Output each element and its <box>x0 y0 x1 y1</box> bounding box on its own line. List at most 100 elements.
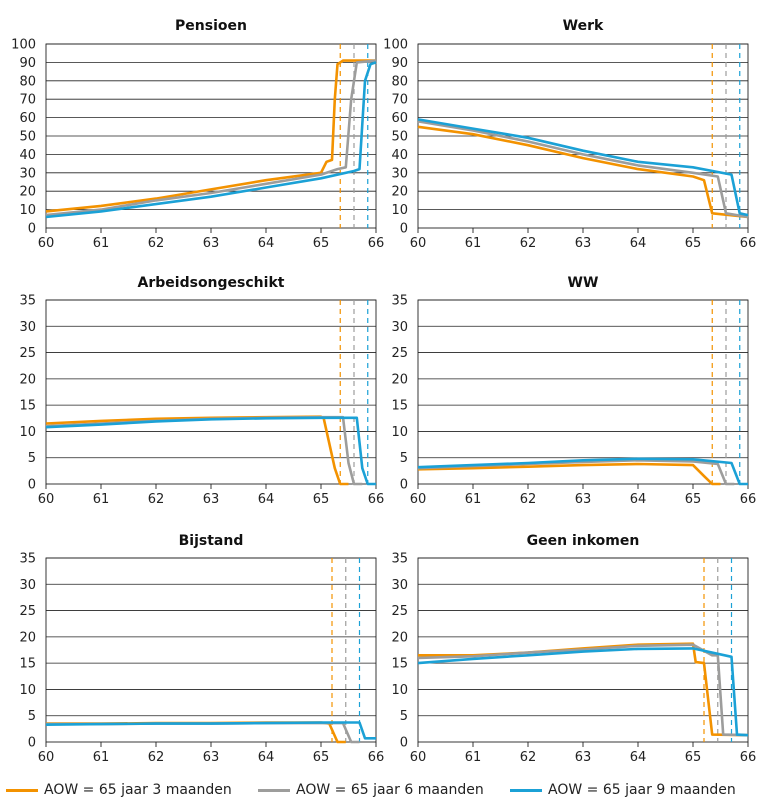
y-tick-pensioen-70: 70 <box>19 93 36 108</box>
y-tick-arbeidsongeschikt-5: 5 <box>28 451 36 466</box>
y-tick-arbeidsongeschikt-15: 15 <box>19 399 36 414</box>
panel-title-arbeidsongeschikt: Arbeidsongeschikt <box>138 275 285 291</box>
series-line-arbeidsongeschikt-6-maanden <box>45 415 363 486</box>
series-line-arbeidsongeschikt-3-maanden <box>45 415 349 486</box>
y-tick-geen-inkomen-35: 35 <box>391 552 408 567</box>
y-tick-bijstand-20: 20 <box>19 630 36 645</box>
y-tick-pensioen-20: 20 <box>19 185 36 200</box>
y-tick-ww-10: 10 <box>391 425 408 440</box>
y-tick-pensioen-60: 60 <box>19 111 36 126</box>
panel-geen-inkomen: Geen inkomen 0 5 10 15 20 25 30 35 60 61 62 63 64 65 66 <box>391 533 756 765</box>
y-tick-werk-10: 10 <box>391 203 408 218</box>
y-tick-bijstand-35: 35 <box>19 552 36 567</box>
panel-title-werk: Werk <box>563 18 604 34</box>
x-tick-geen-inkomen-60: 60 <box>410 750 427 765</box>
series-line-arbeidsongeschikt-9-maanden <box>45 416 376 486</box>
x-tick-ww-63: 63 <box>575 492 592 507</box>
panel-werk: Werk 0 10 20 30 40 50 60 70 80 90 100 60 61 62 63 64 65 66 <box>383 18 756 251</box>
plot-frame-ww <box>417 299 749 485</box>
x-tick-ww-64: 64 <box>630 492 647 507</box>
y-tick-bijstand-0: 0 <box>28 736 36 751</box>
series-line-geen-inkomen-9-maanden <box>417 647 749 737</box>
legend-label-3-maanden: AOW = 65 jaar 3 maanden <box>44 782 232 798</box>
x-tick-bijstand-61: 61 <box>93 750 110 765</box>
y-tick-pensioen-0: 0 <box>28 222 36 237</box>
plot-frame-arbeidsongeschikt <box>45 299 377 485</box>
panel-title-geen-inkomen: Geen inkomen <box>527 533 640 549</box>
x-tick-geen-inkomen-61: 61 <box>465 750 482 765</box>
x-tick-pensioen-60: 60 <box>38 236 55 251</box>
x-tick-geen-inkomen-66: 66 <box>740 750 757 765</box>
y-tick-pensioen-90: 90 <box>19 56 36 71</box>
x-tick-werk-64: 64 <box>630 236 647 251</box>
y-tick-werk-40: 40 <box>391 148 408 163</box>
x-tick-bijstand-60: 60 <box>38 750 55 765</box>
x-tick-werk-63: 63 <box>575 236 592 251</box>
x-tick-pensioen-65: 65 <box>313 236 330 251</box>
legend-item-9-maanden: AOW = 65 jaar 9 maanden <box>510 778 736 802</box>
series-line-ww-9-maanden <box>417 457 748 486</box>
x-tick-geen-inkomen-65: 65 <box>685 750 702 765</box>
series-line-werk-9-maanden <box>417 118 749 217</box>
y-tick-pensioen-100: 100 <box>11 38 36 53</box>
y-tick-bijstand-15: 15 <box>19 657 36 672</box>
y-tick-werk-70: 70 <box>391 93 408 108</box>
series-line-ww-3-maanden <box>417 462 721 486</box>
x-tick-arbeidsongeschikt-60: 60 <box>38 492 55 507</box>
x-tick-bijstand-64: 64 <box>258 750 275 765</box>
series-line-bijstand-9-maanden <box>45 721 376 740</box>
panel-title-ww: WW <box>568 275 599 291</box>
x-tick-pensioen-61: 61 <box>93 236 110 251</box>
y-tick-geen-inkomen-15: 15 <box>391 657 408 672</box>
y-tick-arbeidsongeschikt-10: 10 <box>19 425 36 440</box>
x-tick-geen-inkomen-62: 62 <box>520 750 537 765</box>
x-tick-bijstand-62: 62 <box>148 750 165 765</box>
x-tick-geen-inkomen-63: 63 <box>575 750 592 765</box>
panel-pensioen: Pensioen 0 10 20 30 40 50 60 70 80 90 100 60 61 62 63 64… <box>11 18 384 251</box>
panel-arbeidsongeschikt: Arbeidsongeschikt 0 5 10 15 20 25 30 35 60 61 62 63 6… <box>19 275 384 507</box>
x-tick-ww-60: 60 <box>410 492 427 507</box>
x-tick-ww-62: 62 <box>520 492 537 507</box>
y-tick-ww-35: 35 <box>391 294 408 309</box>
y-tick-geen-inkomen-25: 25 <box>391 604 408 619</box>
y-tick-geen-inkomen-0: 0 <box>400 736 408 751</box>
panel-title-pensioen: Pensioen <box>175 18 247 34</box>
x-tick-arbeidsongeschikt-65: 65 <box>313 492 330 507</box>
x-tick-bijstand-65: 65 <box>313 750 330 765</box>
legend-swatch-6-maanden <box>258 788 290 792</box>
y-tick-ww-15: 15 <box>391 399 408 414</box>
x-tick-bijstand-63: 63 <box>203 750 220 765</box>
y-tick-pensioen-40: 40 <box>19 148 36 163</box>
legend-item-6-maanden: AOW = 65 jaar 6 maanden <box>258 778 484 802</box>
x-tick-werk-62: 62 <box>520 236 537 251</box>
legend-label-9-maanden: AOW = 65 jaar 9 maanden <box>548 782 736 798</box>
y-tick-arbeidsongeschikt-35: 35 <box>19 294 36 309</box>
y-tick-bijstand-10: 10 <box>19 683 36 698</box>
y-tick-pensioen-30: 30 <box>19 166 36 181</box>
y-tick-arbeidsongeschikt-20: 20 <box>19 372 36 387</box>
panel-bijstand: Bijstand 0 5 10 15 20 25 30 35 60 61 62 63 64 65 66 <box>19 533 384 765</box>
y-tick-geen-inkomen-10: 10 <box>391 683 408 698</box>
x-tick-arbeidsongeschikt-61: 61 <box>93 492 110 507</box>
y-tick-ww-0: 0 <box>400 478 408 493</box>
y-tick-pensioen-10: 10 <box>19 203 36 218</box>
y-tick-geen-inkomen-5: 5 <box>400 709 408 724</box>
x-tick-werk-66: 66 <box>740 236 757 251</box>
y-tick-pensioen-80: 80 <box>19 74 36 89</box>
y-tick-werk-30: 30 <box>391 166 408 181</box>
x-tick-pensioen-66: 66 <box>368 236 385 251</box>
series-line-pensioen-3-maanden <box>45 59 376 213</box>
series-line-pensioen-6-maanden <box>45 59 377 217</box>
legend-item-3-maanden: AOW = 65 jaar 3 maanden <box>6 778 232 802</box>
x-tick-werk-65: 65 <box>685 236 702 251</box>
legend: AOW = 65 jaar 3 maanden AOW = 65 jaar 6 … <box>0 778 762 802</box>
x-tick-ww-66: 66 <box>740 492 757 507</box>
y-tick-geen-inkomen-30: 30 <box>391 578 408 593</box>
panel-ww: WW 0 5 10 15 20 25 30 35 60 61 62 63 64 65 66 <box>391 275 756 507</box>
x-tick-arbeidsongeschikt-62: 62 <box>148 492 165 507</box>
y-tick-ww-25: 25 <box>391 346 408 361</box>
y-tick-bijstand-25: 25 <box>19 604 36 619</box>
y-tick-werk-60: 60 <box>391 111 408 126</box>
